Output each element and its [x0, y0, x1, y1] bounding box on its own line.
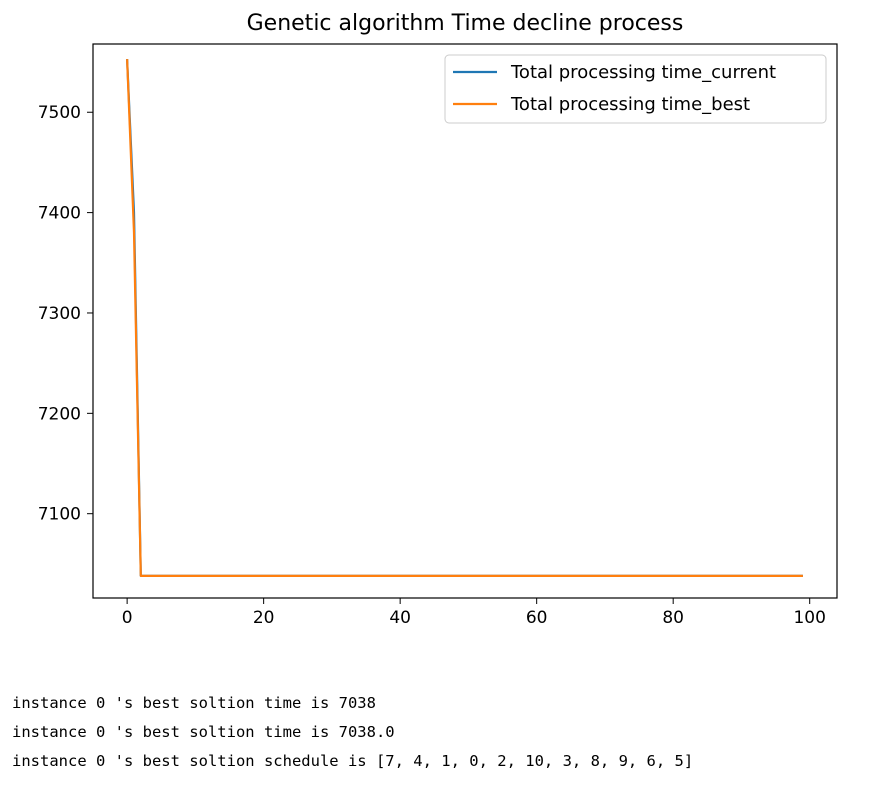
legend-label: Total processing time_current	[510, 62, 776, 83]
chart: Genetic algorithm Time decline process 0…	[38, 11, 838, 628]
chart-title: Genetic algorithm Time decline process	[247, 11, 684, 36]
output-line: instance 0 's best soltion schedule is […	[12, 752, 694, 770]
y-tick-label: 7200	[38, 404, 81, 424]
axis-ticks: 0 20 40 60 80 100 7100 7200 7300 7400 7500	[38, 103, 826, 628]
legend-label: Total processing time_best	[510, 94, 750, 115]
legend: Total processing time_current Total proce…	[444, 54, 827, 124]
series-lines	[126, 59, 803, 578]
x-tick-label: 40	[389, 608, 411, 628]
y-tick-label: 7500	[38, 103, 81, 123]
legend-box	[444, 54, 827, 124]
output-line: instance 0 's best soltion time is 7038	[12, 694, 376, 712]
x-tick-label: 80	[662, 608, 684, 628]
x-tick-label: 100	[793, 608, 825, 628]
series-line-1	[126, 59, 803, 578]
x-tick-label: 20	[253, 608, 275, 628]
series-line-2	[126, 59, 803, 578]
x-tick-label: 60	[526, 608, 548, 628]
y-tick-label: 7400	[38, 204, 81, 224]
x-tick-label: 0	[122, 608, 133, 628]
output-line: instance 0 's best soltion time is 7038.…	[12, 723, 395, 741]
y-tick-label: 7300	[38, 304, 81, 324]
y-tick-label: 7100	[38, 505, 81, 525]
plot-area	[92, 43, 838, 599]
